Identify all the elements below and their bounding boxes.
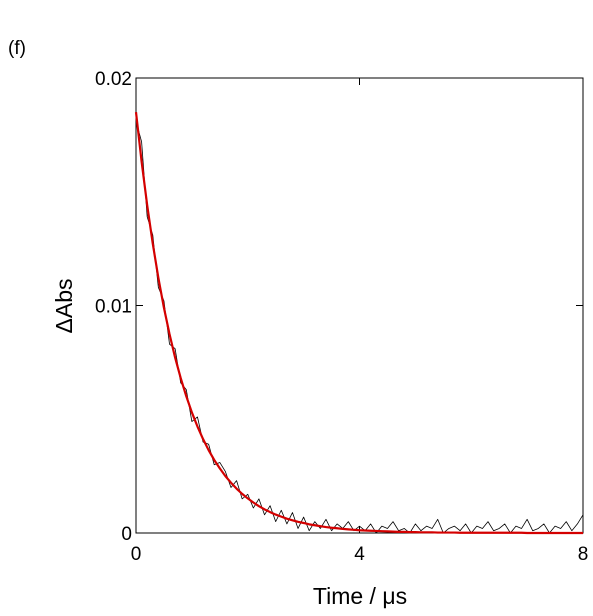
y-tick-label: 0.02 bbox=[95, 69, 132, 90]
data-line bbox=[135, 121, 584, 534]
x-tick-label: 4 bbox=[354, 544, 365, 565]
x-tick-label: 8 bbox=[578, 544, 589, 565]
x-axis-label: Time / μs bbox=[313, 583, 407, 609]
y-tick-label: 0.01 bbox=[95, 297, 132, 318]
plot-frame bbox=[135, 77, 584, 534]
y-axis-label: ΔAbs bbox=[51, 279, 77, 334]
x-tick-label: 0 bbox=[131, 544, 142, 565]
panel-label: (f) bbox=[8, 38, 26, 59]
fit-line bbox=[134, 112, 583, 535]
y-tick-label: 0 bbox=[121, 524, 132, 545]
